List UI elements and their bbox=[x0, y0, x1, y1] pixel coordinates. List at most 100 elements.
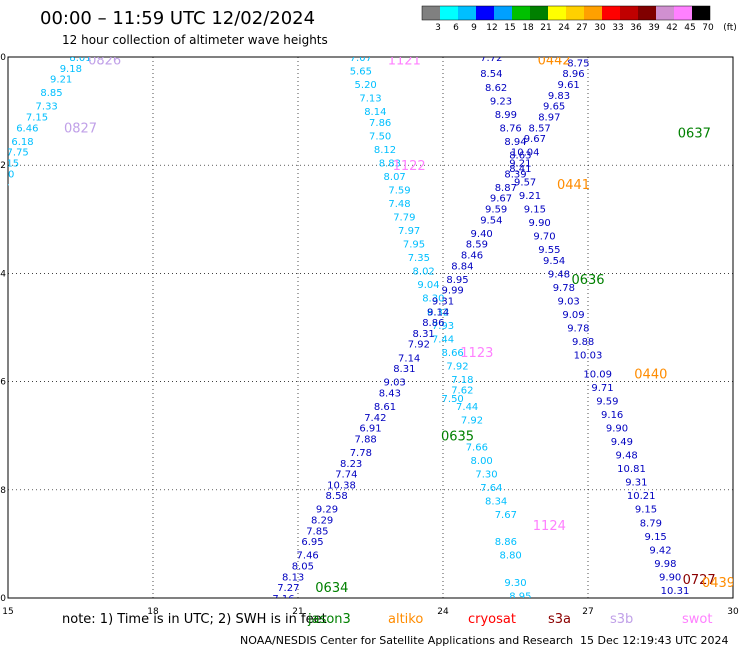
wave-height-label: 9.71 bbox=[591, 383, 613, 394]
wave-height-label: 8.15 bbox=[0, 158, 19, 169]
wave-height-label: 9.40 bbox=[471, 229, 493, 240]
colorbar-frame bbox=[421, 5, 711, 21]
pass-time-label: 0439 bbox=[702, 576, 735, 591]
wave-height-label: 6.47 bbox=[0, 183, 9, 194]
wave-height-label: 7.67 bbox=[495, 510, 517, 521]
wave-height-label: 7.44 bbox=[432, 334, 454, 345]
colorbar-swatch bbox=[440, 6, 458, 20]
colorbar-swatch bbox=[458, 6, 476, 20]
wave-height-label: 9.14 bbox=[427, 307, 449, 318]
colorbar-swatch bbox=[692, 6, 710, 20]
wave-height-label: 8.32 bbox=[427, 307, 449, 318]
wave-height-label: 8.75 bbox=[567, 58, 589, 69]
colorbar-label: (ft) bbox=[723, 23, 737, 33]
colorbar-label: 9 bbox=[471, 23, 477, 33]
wave-height-label: 9.59 bbox=[596, 397, 618, 408]
colorbar-label: 3 bbox=[435, 23, 441, 33]
wave-height-label: 8.94 bbox=[504, 137, 526, 148]
wave-height-label: 10.03 bbox=[574, 351, 603, 362]
wave-height-label: 9.99 bbox=[442, 286, 464, 297]
wave-height-label: 8.84 bbox=[451, 261, 473, 272]
wave-height-label: 5.65 bbox=[350, 67, 372, 78]
wave-height-label: 10.21 bbox=[627, 491, 656, 502]
wave-height-label: 8.29 bbox=[311, 516, 333, 527]
wave-height-label: 8.23 bbox=[340, 459, 362, 470]
colorbar-label: 6 bbox=[453, 23, 459, 33]
wave-height-label: 9.70 bbox=[533, 232, 555, 243]
wave-height-label: 8.62 bbox=[485, 83, 507, 94]
wave-height-label: 9.48 bbox=[616, 451, 638, 462]
colorbar-swatch bbox=[656, 6, 674, 20]
wave-height-label: 8.12 bbox=[374, 145, 396, 156]
wave-height-label: 8.43 bbox=[379, 388, 401, 399]
wave-height-label: 7.35 bbox=[408, 253, 430, 264]
colorbar-label: 27 bbox=[576, 23, 587, 33]
colorbar-swatch bbox=[494, 6, 512, 20]
wave-height-label: 8.34 bbox=[485, 497, 507, 508]
footer-note: note: 1) Time is in UTC; 2) SWH is in fe… bbox=[62, 612, 327, 627]
wave-height-label: 8.31 bbox=[413, 329, 435, 340]
wave-height-label: 8.63 bbox=[509, 150, 531, 161]
wave-height-label: 7.27 bbox=[277, 583, 299, 594]
wave-height-label: 9.67 bbox=[490, 194, 512, 205]
wave-height-label: 9.29 bbox=[316, 505, 338, 516]
wave-height-label: 8.01 bbox=[69, 53, 91, 64]
wave-height-label: 8.85 bbox=[40, 88, 62, 99]
wave-height-label: 5.20 bbox=[355, 80, 377, 91]
colorbar-swatch bbox=[476, 6, 494, 20]
colorbar-swatch bbox=[638, 6, 656, 20]
pass-time-label: 1124 bbox=[533, 519, 566, 534]
wave-height-label: 9.55 bbox=[538, 245, 560, 256]
mission-cryosat: cryosat bbox=[468, 612, 516, 627]
wave-height-label: 9.09 bbox=[562, 310, 584, 321]
wave-height-label: 7.93 bbox=[432, 321, 454, 332]
wave-height-label: 8.14 bbox=[364, 107, 386, 118]
colorbar-swatch bbox=[422, 6, 440, 20]
wave-height-label: 9.03 bbox=[558, 296, 580, 307]
wave-height-label: 8.07 bbox=[384, 172, 406, 183]
wave-height-label: 9.03 bbox=[384, 378, 406, 389]
wave-height-label: 7.88 bbox=[355, 434, 377, 445]
wave-height-label: 7.46 bbox=[297, 551, 319, 562]
wave-height-label: 8.79 bbox=[640, 518, 662, 529]
colorbar-swatch bbox=[674, 6, 692, 20]
wave-height-label: 8.02 bbox=[413, 267, 435, 278]
pass-time-label: 0636 bbox=[571, 273, 604, 288]
wave-height-label: 9.15 bbox=[635, 505, 657, 516]
wave-height-label: 9.18 bbox=[60, 64, 82, 75]
wave-height-label: 9.90 bbox=[659, 572, 681, 583]
wave-height-label: 9.54 bbox=[480, 215, 502, 226]
pass-time-label: 0634 bbox=[315, 581, 348, 596]
wave-height-label: 7.44 bbox=[456, 402, 478, 413]
wave-height-label: 9.83 bbox=[548, 91, 570, 102]
wave-height-label: 9.65 bbox=[543, 102, 565, 113]
y-tick-label: -50 bbox=[0, 594, 6, 604]
wave-height-label: 8.30 bbox=[422, 294, 444, 305]
pass-time-label: 0441 bbox=[557, 178, 590, 193]
pass-time-label: 1123 bbox=[460, 346, 493, 361]
colorbar-swatch bbox=[566, 6, 584, 20]
colorbar-swatch bbox=[620, 6, 638, 20]
mission-jason3: jason3 bbox=[308, 612, 351, 627]
y-tick-label: -40 bbox=[0, 53, 6, 63]
wave-height-label: 9.30 bbox=[504, 578, 526, 589]
wave-height-label: 7.48 bbox=[388, 199, 410, 210]
wave-height-label: 8.80 bbox=[500, 551, 522, 562]
wave-height-label: 8.57 bbox=[529, 123, 551, 134]
wave-height-label: 9.78 bbox=[553, 283, 575, 294]
pass-time-label: 1122 bbox=[393, 159, 426, 174]
wave-height-label: 9.88 bbox=[572, 337, 594, 348]
wave-height-label: 8.99 bbox=[495, 110, 517, 121]
wave-height-label: 9.90 bbox=[529, 218, 551, 229]
wave-height-label: 8.95 bbox=[446, 275, 468, 286]
wave-height-label: 7.66 bbox=[466, 443, 488, 454]
wave-height-label: 7.75 bbox=[7, 148, 29, 159]
wave-height-label: 8.36 bbox=[0, 194, 5, 205]
wave-height-label: 9.16 bbox=[601, 410, 623, 421]
wave-height-label: 8.83 bbox=[379, 158, 401, 169]
wave-height-label: 7.13 bbox=[359, 94, 381, 105]
wave-height-label: 7.92 bbox=[408, 340, 430, 351]
wave-height-label: 6.46 bbox=[16, 123, 38, 134]
footer-credit: NOAA/NESDIS Center for Satellite Applica… bbox=[240, 634, 574, 647]
wave-height-label: 7.79 bbox=[393, 213, 415, 224]
